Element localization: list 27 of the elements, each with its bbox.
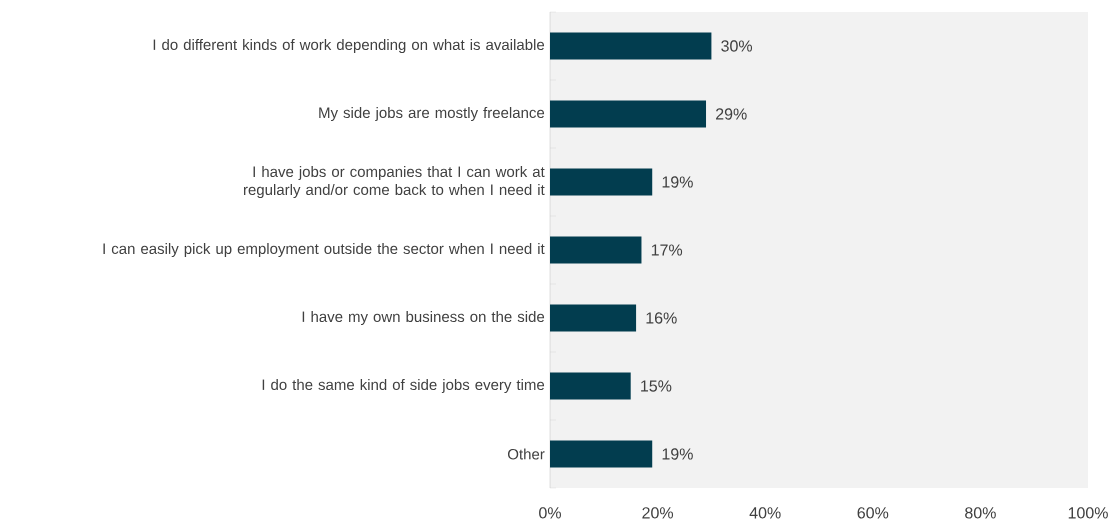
y-tick-label: Other <box>507 448 545 460</box>
x-tick-label: 80% <box>965 507 996 519</box>
bar <box>550 236 642 264</box>
x-tick-label: 40% <box>749 507 781 519</box>
bar <box>550 304 637 332</box>
y-tick-label: I have jobs or companies that I can work at regularly and/or come back to when I need it <box>243 166 545 198</box>
y-tick-label: I do different kinds of work depending on what is available <box>153 39 545 53</box>
data-label: 19% <box>662 448 693 460</box>
x-tick-label: 20% <box>642 507 674 519</box>
x-tick-label: 60% <box>857 507 889 519</box>
y-tick-label: My side jobs are mostly freelance <box>319 107 545 121</box>
data-label: 19% <box>662 176 693 188</box>
data-label: 17% <box>651 244 683 256</box>
bar <box>550 168 653 196</box>
x-tick-label: 100% <box>1068 507 1108 519</box>
data-label: 30% <box>721 40 753 52</box>
x-tick-label: 0% <box>539 507 561 519</box>
data-label: 16% <box>646 312 677 324</box>
bar <box>550 440 653 468</box>
data-label: 29% <box>716 108 747 120</box>
bar <box>550 32 712 60</box>
bar <box>550 372 631 400</box>
y-tick-label: I can easily pick up employment outside the sector when I need it <box>103 243 545 257</box>
y-tick-label: I have my own business on the side <box>302 311 545 325</box>
data-label: 15% <box>641 380 672 392</box>
bar <box>550 100 707 128</box>
y-tick-label: I do the same kind of side jobs every time <box>262 379 545 393</box>
